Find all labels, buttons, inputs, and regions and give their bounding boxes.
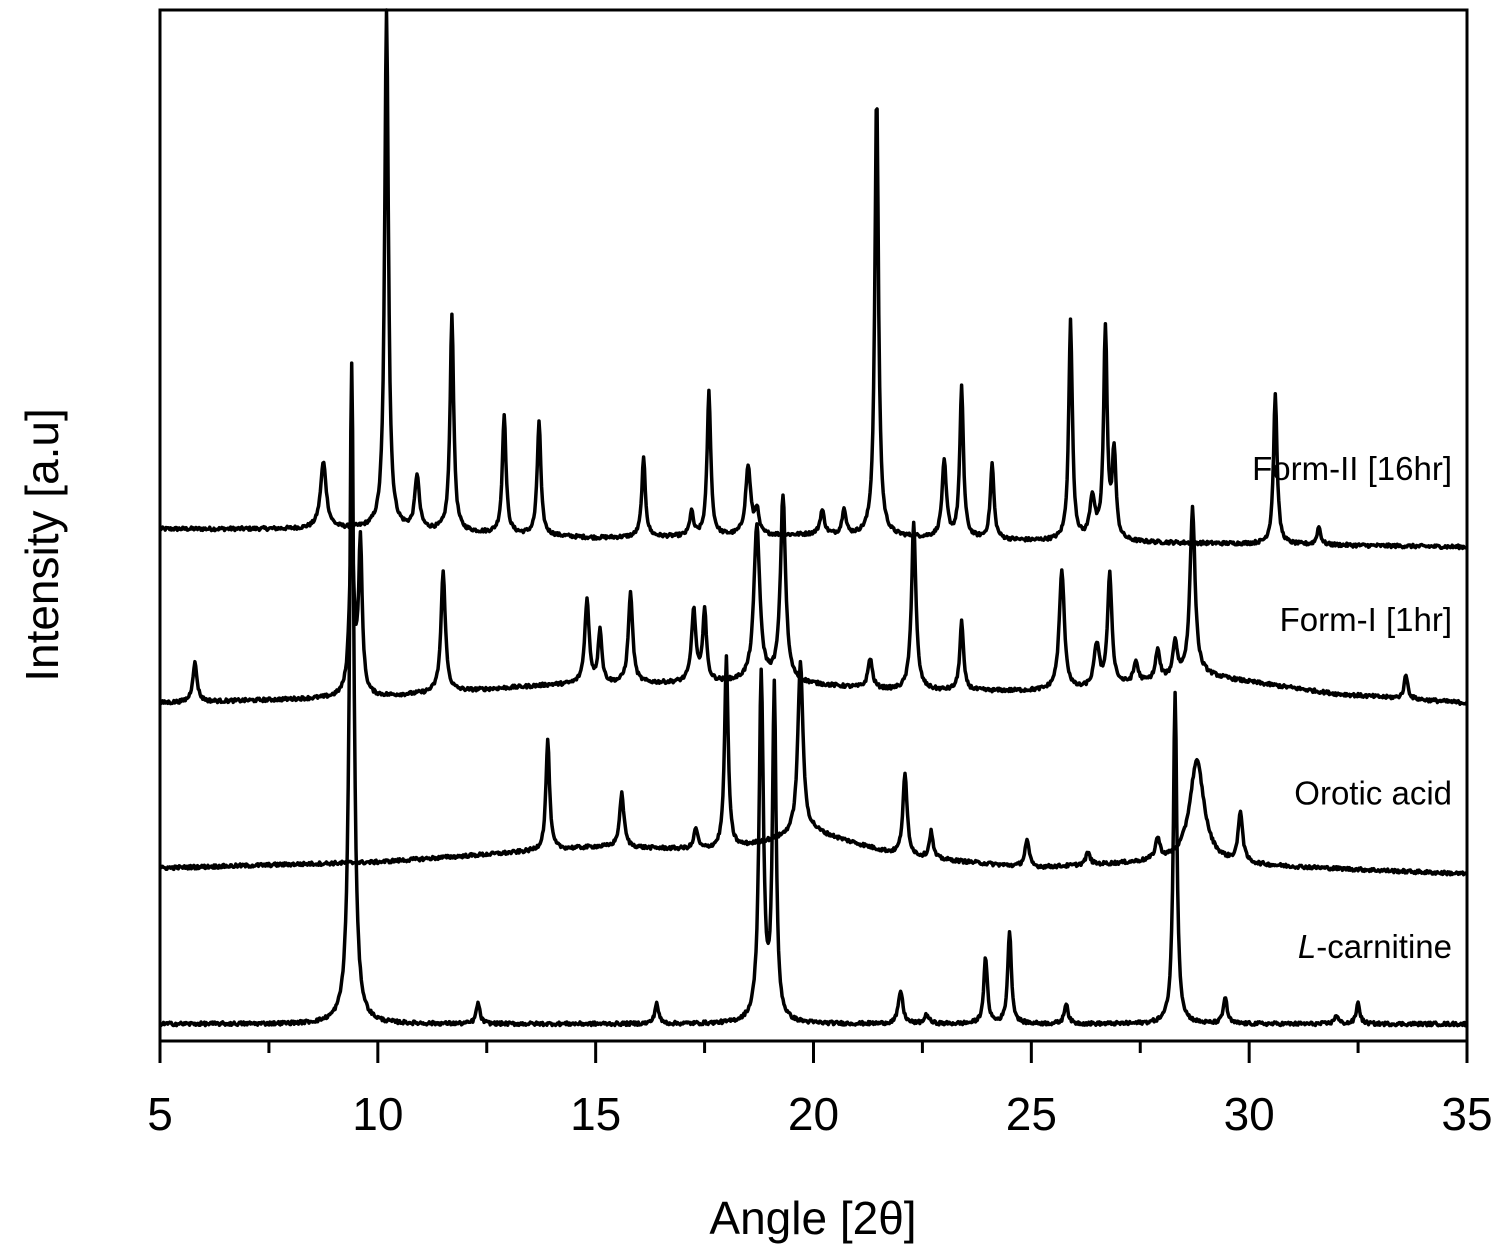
x-tick-label: 35 [1441,1088,1492,1140]
series-label: L-carnitine [1298,928,1452,965]
series-line [158,361,1469,1028]
x-axis-title: Angle [2θ] [709,1192,916,1244]
series-line [158,8,1468,551]
series-line [158,654,1469,877]
x-tick-label: 30 [1224,1088,1275,1140]
x-tick-label: 20 [788,1088,839,1140]
x-axis-ticks: 5 10 15 20 25 30 35 [147,1041,1493,1140]
series-traces [158,8,1469,1028]
series-line [158,493,1469,706]
series-label: Form-II [16hr] [1252,450,1452,487]
series-labels: Form-II [16hr] Form-I [1hr] Orotic acid L-c… [1252,450,1452,965]
y-axis-title: Intensity [a.u] [16,408,68,682]
series-label: Orotic acid [1294,775,1452,812]
x-tick-label: 5 [147,1088,173,1140]
series-label: Form-I [1hr] [1280,601,1452,638]
x-tick-label: 15 [570,1088,621,1140]
x-tick-label: 25 [1006,1088,1057,1140]
x-tick-label: 10 [352,1088,403,1140]
